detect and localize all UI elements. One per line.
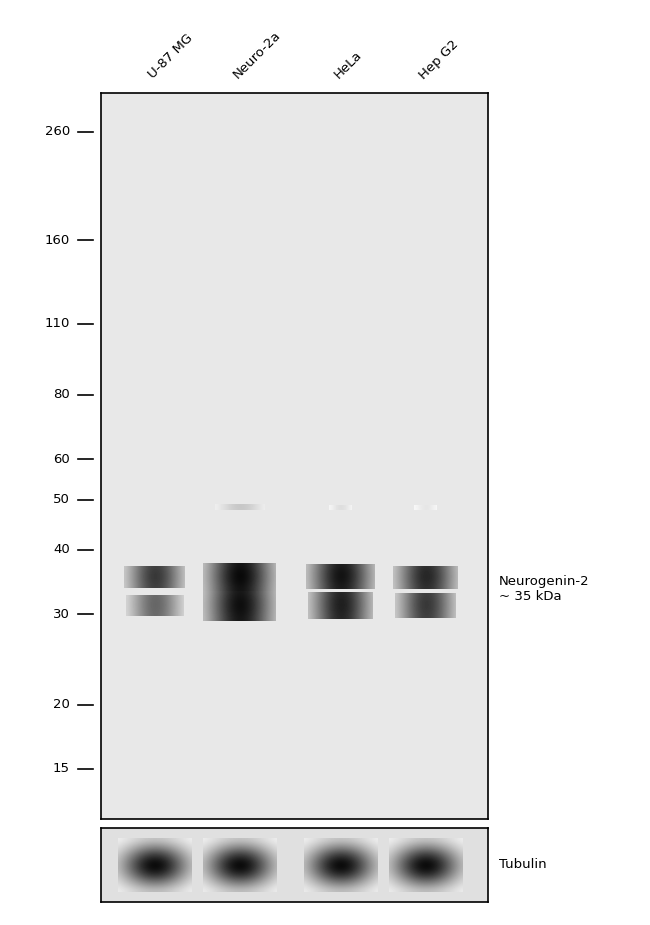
Text: 110: 110 (44, 317, 70, 330)
Text: 15: 15 (53, 762, 70, 775)
Text: 80: 80 (53, 388, 70, 401)
Text: 30: 30 (53, 608, 70, 621)
Text: 50: 50 (53, 493, 70, 507)
Text: Hep G2: Hep G2 (417, 37, 461, 81)
Text: 260: 260 (45, 125, 70, 138)
Text: 60: 60 (53, 452, 70, 465)
Text: HeLa: HeLa (332, 49, 364, 81)
Text: 40: 40 (53, 543, 70, 556)
Text: Tubulin: Tubulin (499, 858, 547, 871)
Text: Neurogenin-2
~ 35 kDa: Neurogenin-2 ~ 35 kDa (499, 575, 590, 603)
Text: Neuro-2a: Neuro-2a (231, 29, 283, 81)
Text: 160: 160 (45, 234, 70, 247)
Text: U-87 MG: U-87 MG (146, 32, 195, 81)
Text: 20: 20 (53, 698, 70, 711)
